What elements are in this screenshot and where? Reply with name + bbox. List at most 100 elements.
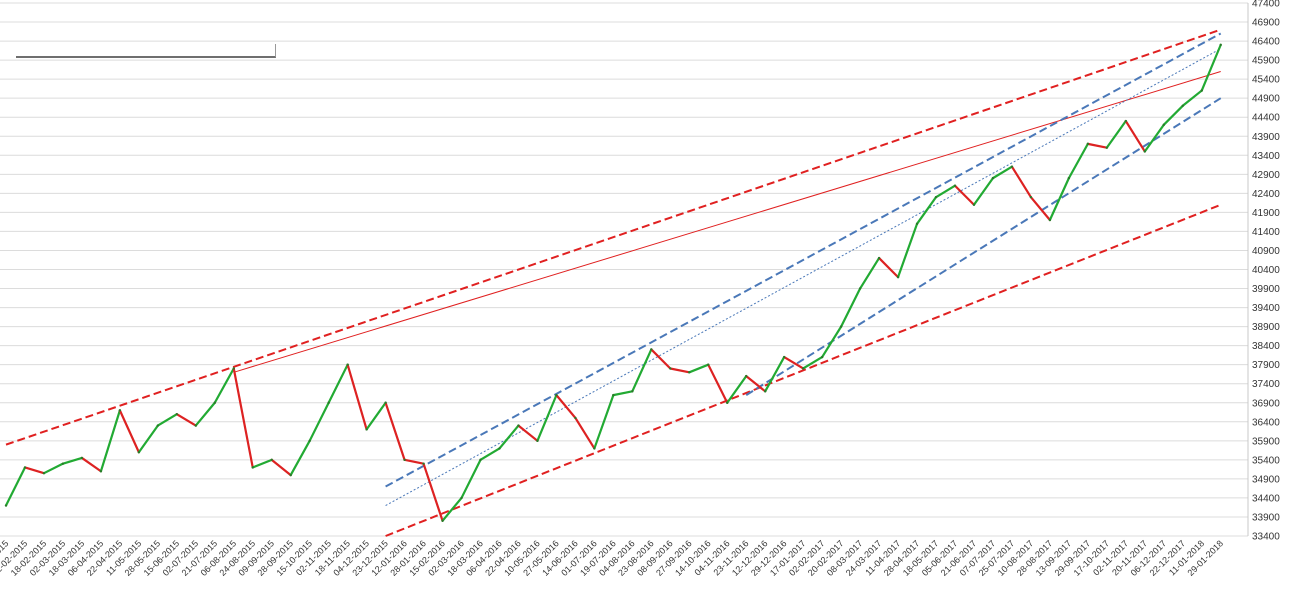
price-point <box>650 348 653 351</box>
price-point <box>612 393 615 397</box>
price-point <box>555 393 558 397</box>
price-point <box>1162 123 1165 127</box>
y-tick-label: 42400 <box>1252 189 1280 200</box>
price-segment <box>1143 123 1165 153</box>
price-segment <box>4 466 27 507</box>
price-point <box>460 496 463 500</box>
price-point <box>839 325 843 328</box>
price-point <box>536 439 539 443</box>
x-axis: 19-01-201502-02-201518-02-201502-03-2015… <box>0 538 1225 578</box>
price-segment <box>726 375 748 404</box>
price-segment <box>42 462 65 475</box>
price-segment <box>270 458 292 477</box>
price-segment <box>175 413 197 427</box>
price-point <box>498 447 501 450</box>
grid-lines <box>0 2 1248 537</box>
y-tick-label: 41900 <box>1252 208 1280 219</box>
price-segment <box>422 462 444 522</box>
price-segment <box>934 184 957 199</box>
y-tick-label: 34900 <box>1252 474 1280 485</box>
price-point <box>915 222 919 226</box>
price-segment <box>669 367 691 374</box>
y-tick-label: 44400 <box>1252 113 1280 124</box>
price-point <box>972 203 976 206</box>
price-point <box>1124 119 1128 123</box>
price-segment <box>858 256 881 290</box>
y-tick-label: 45900 <box>1252 56 1280 67</box>
price-segment <box>1067 142 1089 180</box>
y-tick-label: 46900 <box>1252 18 1280 29</box>
price-point <box>137 451 141 454</box>
price-segment <box>517 424 539 442</box>
price-point <box>1067 176 1071 180</box>
price-point <box>574 416 577 420</box>
price-point <box>820 355 824 359</box>
price-segment <box>612 390 634 397</box>
trend-line <box>385 32 1222 488</box>
price-segment <box>327 363 349 404</box>
trend-line <box>385 48 1221 506</box>
price-point <box>801 367 805 370</box>
price-point <box>745 374 748 378</box>
price-segment <box>61 456 84 465</box>
price-point <box>270 458 273 462</box>
y-tick-label: 37400 <box>1252 379 1280 390</box>
price-point <box>80 456 84 460</box>
price-point <box>384 401 387 404</box>
price-point <box>858 287 862 290</box>
trend-line <box>745 97 1222 396</box>
price-point <box>289 473 292 477</box>
price-point <box>1143 150 1147 153</box>
price-point <box>308 439 311 443</box>
price-point <box>61 462 65 465</box>
price-point <box>726 401 729 404</box>
price-segment <box>593 394 615 450</box>
y-tick-label: 45400 <box>1252 75 1280 86</box>
price-segment <box>1162 104 1184 126</box>
price-segment <box>1181 89 1203 107</box>
price-point <box>688 371 691 374</box>
price-segment <box>1086 142 1108 149</box>
price-point <box>1200 89 1203 92</box>
price-point <box>896 275 900 279</box>
price-point <box>251 466 254 469</box>
price-segment <box>232 367 254 469</box>
price-point <box>194 424 197 427</box>
y-tick-label: 40400 <box>1252 265 1280 276</box>
price-point <box>99 470 103 473</box>
price-segment <box>991 165 1014 180</box>
price-segment <box>877 256 900 279</box>
price-point <box>1105 146 1109 149</box>
price-point <box>593 447 596 450</box>
price-point <box>764 390 767 393</box>
y-tick-label: 33900 <box>1252 512 1280 523</box>
price-segment <box>840 287 862 328</box>
price-segment <box>194 401 216 427</box>
price-point <box>422 462 425 465</box>
price-point <box>1010 165 1014 168</box>
y-tick-label: 47400 <box>1252 0 1280 10</box>
price-point <box>213 401 216 404</box>
y-axis: 33400 33900 34400 34900 35400 35900 36400 36900… <box>1247 0 1280 543</box>
price-segment <box>137 424 159 454</box>
y-tick-label: 36400 <box>1252 417 1280 428</box>
y-tick-label: 41400 <box>1252 227 1280 238</box>
price-point <box>707 363 710 366</box>
y-tick-label: 37900 <box>1252 360 1280 371</box>
price-segment <box>915 196 938 225</box>
price-point <box>403 458 406 462</box>
legend-box <box>16 44 276 58</box>
price-segment <box>156 413 178 427</box>
price-segment <box>1124 119 1146 153</box>
price-point <box>991 176 995 180</box>
price-point <box>441 519 444 522</box>
price-segment <box>707 363 729 404</box>
price-point <box>327 401 330 404</box>
price-point <box>346 363 349 366</box>
price-segment <box>346 363 368 431</box>
price-point <box>23 466 27 469</box>
price-point <box>232 367 235 370</box>
y-tick-label: 43900 <box>1252 132 1280 143</box>
price-point <box>1086 142 1090 146</box>
